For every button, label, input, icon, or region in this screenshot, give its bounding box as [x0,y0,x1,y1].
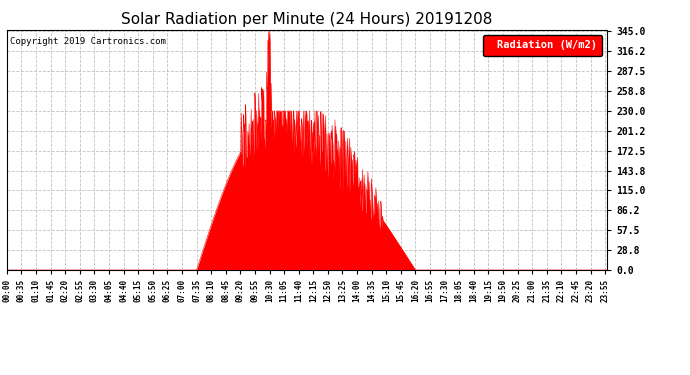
Text: Copyright 2019 Cartronics.com: Copyright 2019 Cartronics.com [10,37,166,46]
Legend: Radiation (W/m2): Radiation (W/m2) [483,35,602,56]
Title: Solar Radiation per Minute (24 Hours) 20191208: Solar Radiation per Minute (24 Hours) 20… [121,12,493,27]
